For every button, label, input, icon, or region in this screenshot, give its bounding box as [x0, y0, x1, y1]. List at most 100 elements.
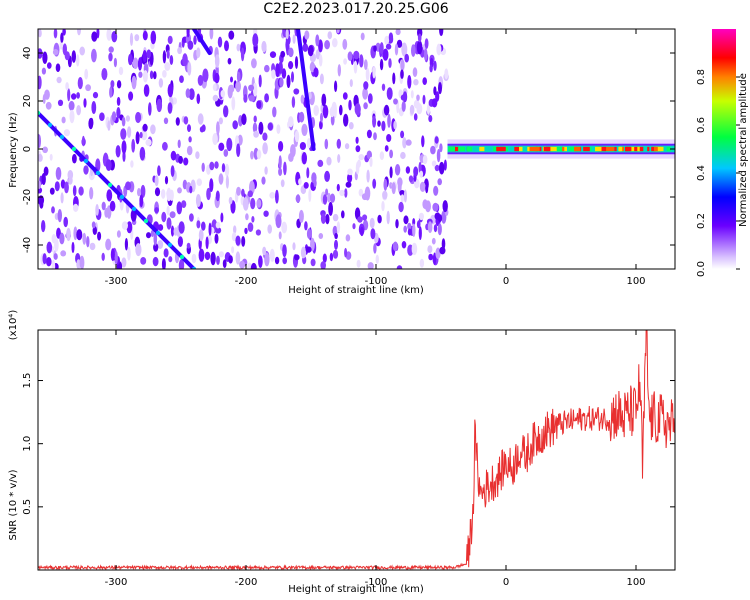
noise-blob — [71, 241, 75, 254]
noise-blob — [196, 220, 201, 229]
noise-blob — [436, 149, 441, 163]
noise-blob — [230, 76, 233, 83]
noise-blob — [198, 248, 205, 262]
noise-blob — [434, 164, 440, 172]
noise-blob — [290, 144, 296, 158]
noise-blob — [161, 188, 166, 199]
signal-track — [296, 29, 316, 151]
noise-blob — [253, 115, 257, 123]
noise-blob — [181, 200, 187, 209]
noise-blob — [45, 101, 52, 110]
noise-blob — [206, 187, 211, 201]
noise-blob — [352, 223, 356, 230]
noise-blob — [442, 200, 448, 213]
signal-core-segment — [619, 146, 623, 152]
noise-blob — [178, 155, 184, 164]
noise-blob — [235, 235, 241, 246]
noise-blob — [195, 194, 201, 207]
noise-blob — [278, 155, 282, 169]
colorbar-tick-label: 0.6 — [696, 117, 707, 133]
noise-blob — [366, 129, 372, 139]
noise-blob — [348, 122, 354, 130]
noise-blob — [393, 98, 398, 105]
track-highlight — [131, 206, 137, 212]
signal-core-segment — [639, 146, 644, 152]
noise-blob — [332, 249, 339, 259]
track-highlight — [167, 242, 173, 248]
noise-blob — [215, 221, 221, 229]
noise-blob — [250, 197, 256, 210]
noise-blob — [67, 88, 71, 102]
noise-blob — [78, 186, 84, 196]
noise-blob — [399, 190, 406, 196]
noise-blob — [411, 242, 418, 256]
noise-blob — [218, 117, 223, 125]
noise-blob — [272, 106, 277, 118]
noise-blob — [327, 192, 331, 203]
noise-blob — [161, 211, 167, 223]
noise-blob — [264, 166, 268, 175]
noise-blob — [59, 232, 65, 245]
noise-blob — [116, 107, 121, 119]
noise-blob — [247, 222, 254, 232]
colorbar-tick-label: 0.8 — [696, 69, 707, 85]
noise-blob — [402, 91, 408, 103]
noise-blob — [313, 179, 317, 188]
noise-blob — [301, 152, 307, 165]
signal-core-segment — [614, 146, 617, 152]
signal-core-segment — [637, 146, 640, 152]
noise-blob — [278, 231, 282, 240]
noise-blob — [421, 135, 425, 148]
noise-blob — [345, 251, 352, 260]
track-highlight — [71, 146, 77, 152]
noise-blob — [342, 92, 348, 100]
noise-blob — [227, 57, 232, 65]
noise-blob — [91, 101, 97, 114]
signal-core-segment — [583, 146, 590, 152]
noise-blob — [225, 175, 229, 189]
noise-blob — [438, 161, 445, 175]
noise-blob — [256, 149, 262, 160]
noise-blob — [372, 115, 377, 128]
noise-blob — [218, 251, 224, 258]
x-tick-label: 100 — [626, 276, 645, 287]
noise-blob — [337, 64, 341, 77]
y-tick-label: 20 — [22, 95, 33, 108]
noise-blob — [189, 185, 193, 194]
signal-core-segment — [534, 146, 540, 152]
chart-title: C2E2.2023.017.20.25.G06 — [263, 1, 449, 17]
noise-blob — [337, 154, 341, 163]
noise-blob — [135, 243, 142, 257]
signal-core-segment — [448, 146, 455, 152]
noise-blob — [432, 202, 439, 212]
noise-blob — [42, 94, 46, 104]
noise-blob — [344, 143, 350, 150]
noise-blob — [358, 154, 365, 161]
signal-core-segment — [519, 146, 523, 152]
noise-blob — [233, 225, 237, 234]
noise-blob — [86, 236, 90, 248]
noise-blob — [304, 30, 310, 40]
noise-blob — [84, 68, 89, 80]
noise-blob — [235, 251, 241, 265]
spectrogram-signal-band — [447, 139, 675, 159]
noise-blob — [395, 219, 399, 229]
noise-blob — [392, 72, 396, 85]
noise-blob — [377, 120, 381, 127]
noise-blob — [416, 103, 423, 115]
signal-core-segment — [651, 146, 657, 152]
noise-blob — [298, 209, 304, 223]
noise-blob — [137, 188, 141, 197]
snr-series-line — [38, 330, 675, 570]
signal-core-segment — [630, 146, 636, 152]
noise-blob — [403, 215, 409, 225]
noise-blob — [46, 241, 53, 254]
noise-blob — [384, 35, 390, 46]
noise-blob — [357, 159, 362, 168]
noise-blob — [367, 93, 373, 104]
noise-blob — [196, 93, 201, 105]
noise-blob — [251, 216, 255, 223]
noise-blob — [76, 229, 83, 241]
noise-blob — [51, 234, 57, 244]
noise-blob — [381, 120, 386, 132]
